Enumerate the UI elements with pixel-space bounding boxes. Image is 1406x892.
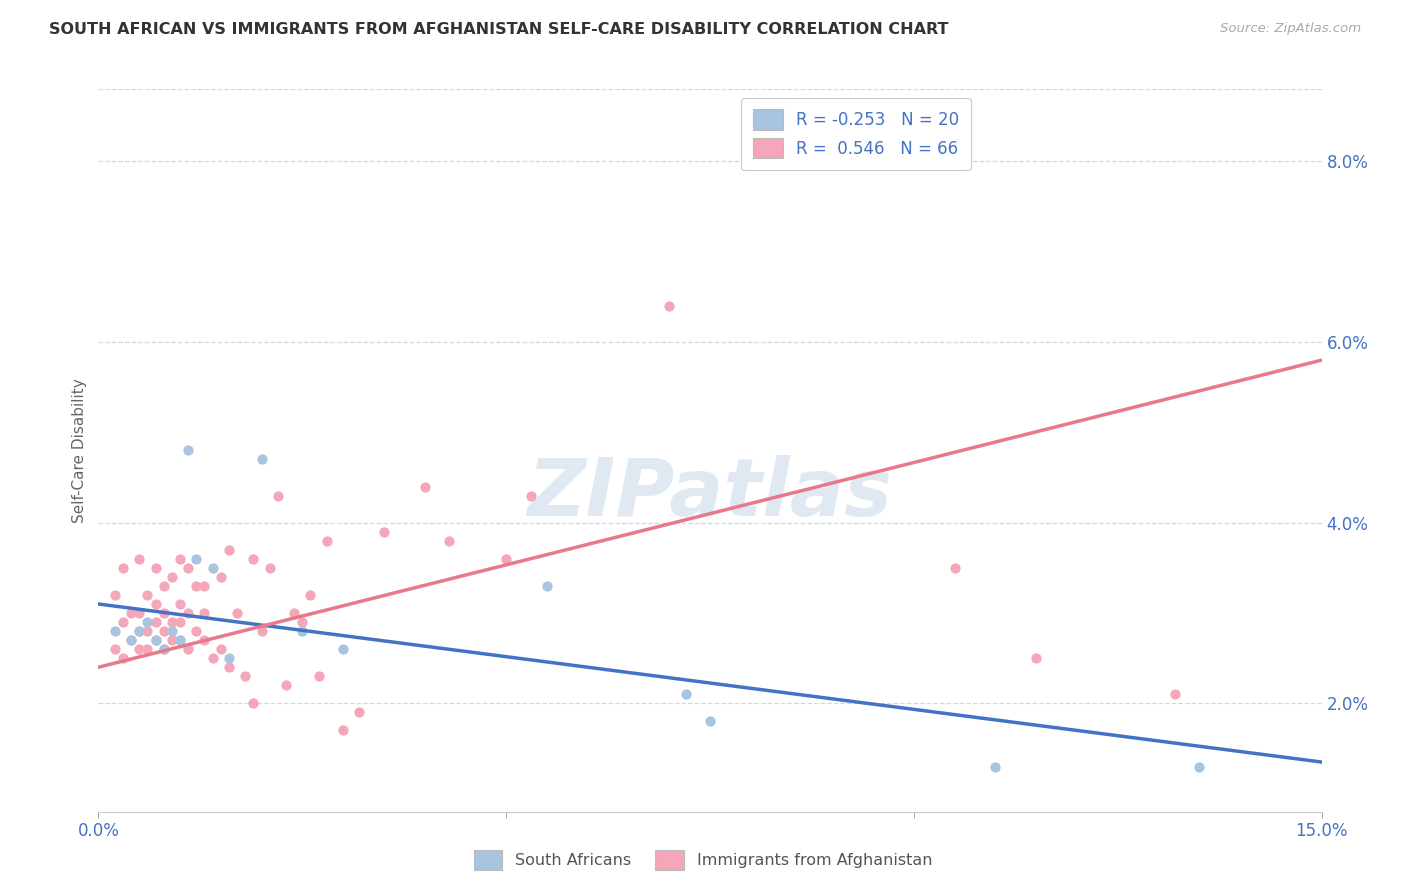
- Point: [152, 579, 174, 593]
- Point: [218, 542, 240, 557]
- Point: [218, 660, 240, 674]
- Point: [226, 606, 249, 620]
- Point: [1025, 651, 1047, 665]
- Point: [291, 624, 314, 639]
- Point: [373, 524, 395, 539]
- Point: [274, 678, 297, 692]
- Point: [136, 642, 159, 657]
- Point: [201, 561, 224, 575]
- Point: [699, 714, 721, 729]
- Point: [519, 489, 541, 503]
- Point: [120, 633, 142, 648]
- Point: [128, 624, 150, 639]
- Point: [413, 480, 436, 494]
- Text: ZIPatlas: ZIPatlas: [527, 455, 893, 533]
- Point: [128, 606, 150, 620]
- Point: [111, 615, 134, 629]
- Point: [283, 606, 305, 620]
- Point: [186, 551, 208, 566]
- Point: [177, 606, 200, 620]
- Y-axis label: Self-Care Disability: Self-Care Disability: [72, 378, 87, 523]
- Point: [104, 588, 127, 602]
- Point: [145, 633, 167, 648]
- Point: [495, 551, 517, 566]
- Point: [1164, 687, 1187, 701]
- Point: [128, 624, 150, 639]
- Point: [332, 723, 354, 738]
- Point: [152, 624, 174, 639]
- Point: [308, 669, 330, 683]
- Point: [177, 443, 200, 458]
- Point: [120, 633, 142, 648]
- Point: [1188, 759, 1211, 773]
- Point: [250, 624, 273, 639]
- Point: [136, 624, 159, 639]
- Point: [169, 597, 191, 611]
- Point: [259, 561, 281, 575]
- Point: [169, 633, 191, 648]
- Point: [536, 579, 558, 593]
- Point: [233, 669, 256, 683]
- Point: [437, 533, 460, 548]
- Point: [177, 561, 200, 575]
- Point: [332, 642, 354, 657]
- Point: [128, 642, 150, 657]
- Point: [136, 588, 159, 602]
- Point: [218, 651, 240, 665]
- Legend: South Africans, Immigrants from Afghanistan: South Africans, Immigrants from Afghanis…: [464, 841, 942, 880]
- Point: [193, 633, 215, 648]
- Point: [169, 615, 191, 629]
- Point: [160, 570, 183, 584]
- Point: [169, 633, 191, 648]
- Point: [984, 759, 1007, 773]
- Point: [104, 642, 127, 657]
- Point: [658, 299, 681, 313]
- Point: [186, 624, 208, 639]
- Point: [145, 597, 167, 611]
- Point: [120, 606, 142, 620]
- Point: [111, 561, 134, 575]
- Point: [145, 561, 167, 575]
- Point: [242, 551, 264, 566]
- Point: [152, 642, 174, 657]
- Point: [209, 570, 232, 584]
- Point: [209, 642, 232, 657]
- Point: [136, 615, 159, 629]
- Point: [152, 642, 174, 657]
- Point: [193, 606, 215, 620]
- Point: [242, 696, 264, 710]
- Text: Source: ZipAtlas.com: Source: ZipAtlas.com: [1220, 22, 1361, 36]
- Text: SOUTH AFRICAN VS IMMIGRANTS FROM AFGHANISTAN SELF-CARE DISABILITY CORRELATION CH: SOUTH AFRICAN VS IMMIGRANTS FROM AFGHANI…: [49, 22, 949, 37]
- Point: [299, 588, 322, 602]
- Point: [152, 606, 174, 620]
- Point: [145, 615, 167, 629]
- Point: [160, 615, 183, 629]
- Point: [145, 633, 167, 648]
- Point: [128, 551, 150, 566]
- Point: [349, 706, 371, 720]
- Point: [250, 452, 273, 467]
- Point: [186, 579, 208, 593]
- Point: [177, 642, 200, 657]
- Point: [169, 551, 191, 566]
- Legend: R = -0.253   N = 20, R =  0.546   N = 66: R = -0.253 N = 20, R = 0.546 N = 66: [741, 97, 970, 169]
- Point: [111, 651, 134, 665]
- Point: [193, 579, 215, 593]
- Point: [160, 633, 183, 648]
- Point: [104, 624, 127, 639]
- Point: [201, 651, 224, 665]
- Point: [315, 533, 337, 548]
- Point: [943, 561, 966, 575]
- Point: [291, 615, 314, 629]
- Point: [267, 489, 290, 503]
- Point: [675, 687, 697, 701]
- Point: [160, 624, 183, 639]
